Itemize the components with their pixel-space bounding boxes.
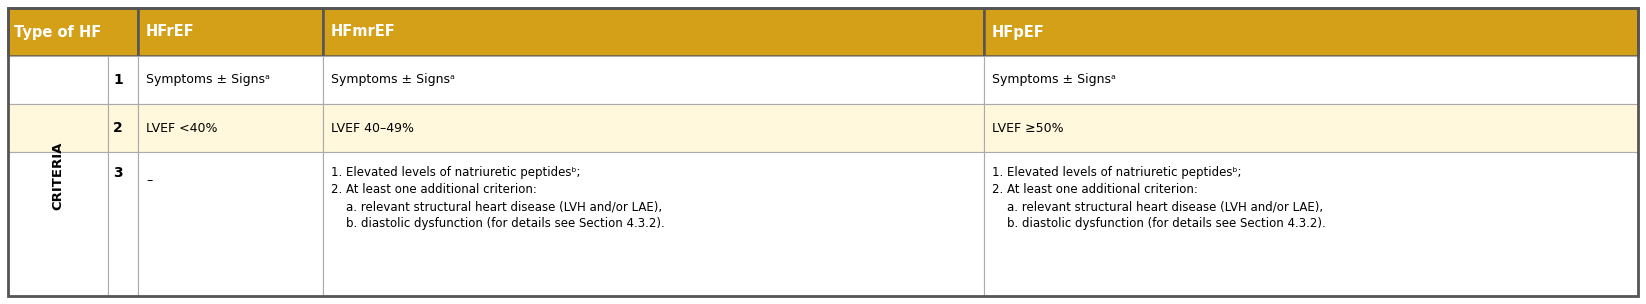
Text: a. relevant structural heart disease (LVH and/or LAE),: a. relevant structural heart disease (LV… xyxy=(331,200,662,213)
Bar xyxy=(984,104,1638,152)
Bar xyxy=(323,56,984,104)
Text: Symptoms ± Signsᵃ: Symptoms ± Signsᵃ xyxy=(146,74,270,87)
Text: 1. Elevated levels of natriuretic peptidesᵇ;: 1. Elevated levels of natriuretic peptid… xyxy=(993,166,1241,179)
Text: –: – xyxy=(146,174,151,187)
Text: Symptoms ± Signsᵃ: Symptoms ± Signsᵃ xyxy=(331,74,454,87)
Text: 2: 2 xyxy=(114,121,123,135)
Bar xyxy=(984,152,1638,296)
Text: LVEF 40–49%: LVEF 40–49% xyxy=(331,122,415,134)
Bar xyxy=(323,152,984,296)
Text: HFrEF: HFrEF xyxy=(146,25,194,40)
Bar xyxy=(8,56,109,104)
Bar xyxy=(138,56,323,104)
Text: b. diastolic dysfunction (for details see Section 4.3.2).: b. diastolic dysfunction (for details se… xyxy=(993,217,1325,230)
Bar xyxy=(984,8,1638,56)
Text: 2. At least one additional criterion:: 2. At least one additional criterion: xyxy=(331,183,537,196)
Text: Type of HF: Type of HF xyxy=(15,25,102,40)
Text: 1. Elevated levels of natriuretic peptidesᵇ;: 1. Elevated levels of natriuretic peptid… xyxy=(331,166,581,179)
Bar xyxy=(984,56,1638,104)
Bar xyxy=(323,104,984,152)
Bar xyxy=(8,104,109,152)
Text: LVEF <40%: LVEF <40% xyxy=(146,122,217,134)
Bar xyxy=(109,104,138,152)
Bar xyxy=(109,152,138,296)
Text: 2. At least one additional criterion:: 2. At least one additional criterion: xyxy=(993,183,1198,196)
Bar xyxy=(138,104,323,152)
Text: a. relevant structural heart disease (LVH and/or LAE),: a. relevant structural heart disease (LV… xyxy=(993,200,1323,213)
Text: HFpEF: HFpEF xyxy=(993,25,1045,40)
Text: HFmrEF: HFmrEF xyxy=(331,25,395,40)
Text: LVEF ≥50%: LVEF ≥50% xyxy=(993,122,1063,134)
Text: b. diastolic dysfunction (for details see Section 4.3.2).: b. diastolic dysfunction (for details se… xyxy=(331,217,665,230)
Bar xyxy=(8,152,109,296)
Bar xyxy=(138,8,323,56)
Text: CRITERIA: CRITERIA xyxy=(51,142,64,210)
Bar xyxy=(138,152,323,296)
Bar xyxy=(323,8,984,56)
Text: 3: 3 xyxy=(114,166,122,180)
Text: 1: 1 xyxy=(114,73,123,87)
Text: Symptoms ± Signsᵃ: Symptoms ± Signsᵃ xyxy=(993,74,1116,87)
Bar xyxy=(8,8,138,56)
Bar xyxy=(109,56,138,104)
